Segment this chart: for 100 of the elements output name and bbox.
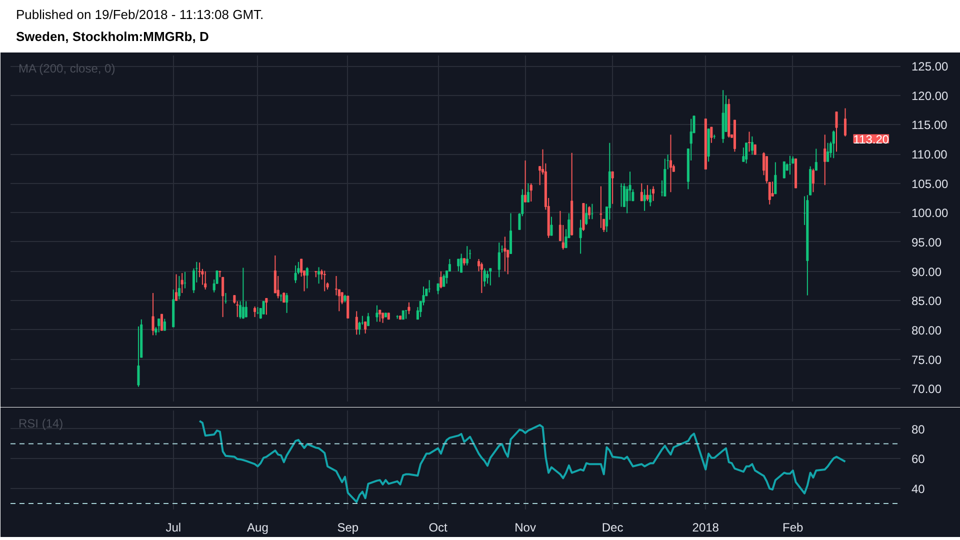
candlestick: [364, 321, 367, 334]
y-tick-label: 110.00: [912, 148, 948, 162]
candlestick: [824, 134, 826, 186]
candlestick: [754, 144, 756, 156]
candlestick: [440, 270, 442, 289]
candlestick: [652, 186, 655, 202]
candlestick: [562, 224, 564, 250]
x-tick-label: Feb: [782, 520, 804, 534]
y-tick-label: 85.00: [912, 294, 942, 308]
candlestick: [611, 171, 614, 204]
candlestick: [323, 270, 326, 292]
candlestick: [175, 274, 178, 302]
x-tick-label: Jul: [166, 520, 182, 534]
candlestick: [378, 310, 382, 322]
candlestick: [710, 126, 713, 144]
candlestick: [745, 142, 748, 164]
candlestick: [550, 216, 553, 236]
candlestick: [265, 298, 268, 316]
candlestick: [812, 168, 815, 193]
candlestick: [771, 181, 774, 197]
candlestick: [222, 276, 224, 318]
y-tick-label: 120.00: [912, 88, 949, 103]
candlestick: [158, 318, 160, 333]
y-tick-label: 95.00: [912, 235, 942, 250]
candlestick: [480, 262, 483, 294]
candlestick: [346, 295, 350, 319]
candlestick: [163, 318, 166, 332]
x-tick-label: Nov: [514, 520, 536, 534]
candlestick: [442, 274, 446, 288]
candlestick: [835, 111, 838, 152]
candlestick: [640, 182, 643, 202]
candlestick: [254, 306, 256, 318]
candlestick: [180, 272, 184, 294]
candlestick: [748, 131, 751, 152]
candlestick: [814, 148, 818, 171]
x-tick-label: Oct: [428, 520, 448, 534]
candlestick: [483, 268, 486, 288]
candlestick: [262, 300, 265, 315]
candlestick: [382, 312, 384, 324]
y-tick-label: 70.00: [912, 382, 942, 396]
candlestick: [334, 276, 338, 296]
candlestick: [366, 312, 370, 326]
candlestick: [318, 266, 320, 284]
candlestick: [600, 186, 602, 228]
y-tick-label: 80: [912, 422, 926, 436]
candlestick: [137, 326, 140, 388]
annotation: 113.20: [853, 132, 890, 146]
candlestick: [643, 188, 646, 212]
y-tick-label: 100.00: [912, 206, 949, 220]
candlestick: [844, 108, 847, 137]
x-tick-label: Dec: [602, 520, 624, 534]
y-tick-label: 115.00: [912, 118, 948, 132]
candlestick: [530, 182, 532, 202]
candlestick: [649, 188, 652, 207]
candlestick: [457, 258, 460, 272]
y-tick-label: 80.00: [912, 323, 942, 338]
candlestick: [204, 270, 207, 290]
candlestick: [242, 267, 244, 320]
candlestick: [524, 160, 527, 203]
candlestick: [286, 292, 288, 314]
candlestick: [669, 134, 672, 193]
candlestick: [826, 142, 830, 162]
x-tick-label: Aug: [247, 520, 268, 534]
candlestick: [504, 236, 506, 272]
candlestick: [526, 182, 530, 203]
candlestick: [184, 271, 186, 289]
candlestick: [588, 206, 591, 220]
candlestick: [408, 302, 410, 315]
candlestick: [460, 253, 463, 273]
line-series: [198, 420, 846, 503]
candlestick: [585, 203, 588, 226]
y-tick-label: 60: [912, 452, 926, 466]
candlestick: [509, 212, 512, 254]
y-tick-label: 75.00: [912, 352, 942, 367]
candlestick: [832, 130, 835, 159]
candlestick: [244, 300, 248, 318]
candlestick: [489, 268, 492, 286]
y-tick-label: 125.00: [912, 60, 949, 74]
candlestick: [750, 136, 754, 156]
candlestick: [768, 182, 771, 205]
candlestick: [178, 276, 180, 300]
candlestick: [198, 262, 201, 278]
chart-subtitle: Sweden, Stockholm:MMGRb, D: [16, 29, 209, 44]
candlestick: [152, 292, 154, 336]
candlestick: [160, 314, 164, 332]
y-tick-label: 105.00: [912, 176, 949, 191]
candlestick: [579, 219, 582, 254]
candlestick: [646, 184, 649, 202]
candlestick: [782, 161, 786, 179]
candlestick: [466, 246, 468, 266]
x-tick-label: 2018: [692, 520, 720, 534]
candlestick: [486, 270, 489, 284]
candlestick: [498, 242, 500, 278]
candlestick: [300, 258, 303, 278]
candlestick: [436, 283, 440, 295]
candlestick: [306, 266, 308, 289]
y-tick-label: 90.00: [912, 264, 942, 279]
chart-title: Published on 19/Feb/2018 - 11:13:08 GMT.: [16, 7, 264, 22]
candlestick: [774, 162, 777, 194]
candlestick: [355, 310, 358, 336]
